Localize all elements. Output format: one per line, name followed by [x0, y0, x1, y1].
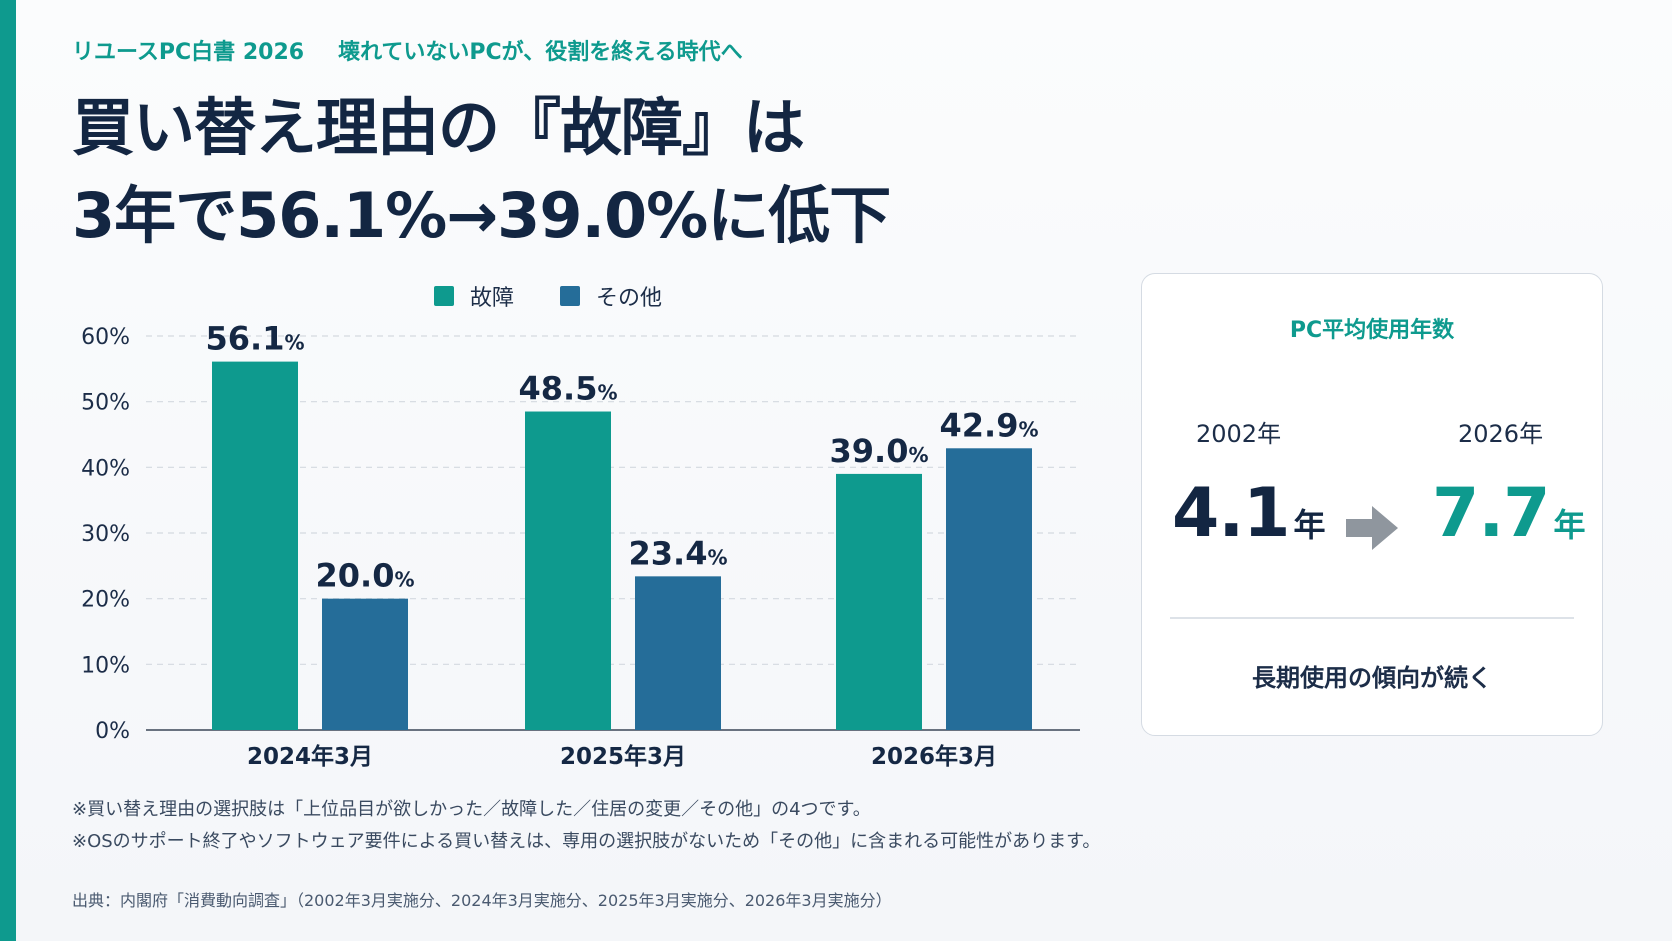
kicker-tagline: 壊れていないPCが、役割を終える時代へ — [338, 40, 743, 65]
footnote-2: ※OSのサポート終了やソフトウェア要件による買い替えは、専用の選択肢がないため「… — [72, 831, 1101, 852]
arrow-right-icon — [1346, 506, 1398, 550]
headline-line-2: 3年で56.1%→39.0%に低下 — [72, 179, 891, 252]
x-tick-label: 2024年3月 — [247, 743, 373, 770]
accent-bar — [0, 0, 16, 941]
bar-value-label: 39.0% — [830, 432, 929, 470]
bar-value-label: 23.4% — [629, 534, 728, 572]
source-citation: 出典：内閣府「消費動向調査」（2002年3月実施分、2024年3月実施分、202… — [72, 891, 892, 910]
bar-breakdown — [212, 361, 298, 730]
kpi-from-number: 4.1 — [1172, 474, 1290, 553]
bar-other — [322, 598, 408, 730]
headline-line-1: 買い替え理由の『故障』は — [72, 91, 805, 164]
kpi-from-unit: 年 — [1293, 506, 1326, 544]
kpi-to-unit: 年 — [1553, 506, 1586, 544]
headline: 買い替え理由の『故障』は 3年で56.1%→39.0%に低下 — [72, 84, 891, 260]
bar-other — [946, 448, 1032, 730]
y-tick-label: 40% — [81, 456, 130, 481]
bar-breakdown — [525, 411, 611, 730]
chart-legend: 故障 その他 — [434, 280, 708, 312]
bar-other — [635, 576, 721, 730]
bar-value-label: 56.1% — [206, 320, 305, 358]
legend-label-other: その他 — [596, 286, 663, 311]
kpi-from-value: 4.1 年 — [1172, 474, 1325, 553]
legend-swatch-other — [560, 286, 581, 306]
bar-value-label: 48.5% — [519, 370, 618, 408]
bar-breakdown — [836, 473, 922, 730]
kpi-card: PC平均使用年数 2002年 2026年 4.1 年 7.7 年 長期使用の傾向が続… — [1141, 273, 1603, 736]
kpi-title: PC平均使用年数 — [1289, 318, 1455, 343]
kicker-publication: リユースPC白書 2026 — [72, 40, 305, 65]
legend-item-breakdown: 故障 — [434, 280, 514, 312]
y-tick-label: 10% — [81, 653, 130, 678]
bar-chart: 0% 10% 20% 30% 40% 50% 60% 56.1% 20.0% 2024年3月 48.… — [81, 320, 1080, 770]
y-tick-label: 20% — [81, 588, 130, 613]
kpi-note: 長期使用の傾向が続く — [1252, 664, 1492, 692]
kpi-to-year: 2026年 — [1458, 420, 1544, 448]
y-tick-label: 50% — [81, 391, 130, 416]
legend-item-other: その他 — [560, 280, 662, 312]
y-tick-label: 0% — [95, 719, 130, 744]
y-tick-label: 60% — [81, 325, 130, 350]
x-tick-label: 2026年3月 — [871, 743, 997, 770]
footnote-1: ※買い替え理由の選択肢は「上位品目が欲しかった／故障した／住居の変更／その他」の… — [72, 799, 871, 820]
kpi-from-year: 2002年 — [1196, 420, 1282, 448]
x-tick-label: 2025年3月 — [560, 743, 686, 770]
bar-value-label: 42.9% — [940, 406, 1039, 444]
kpi-to-number: 7.7 — [1432, 474, 1550, 553]
y-tick-label: 30% — [81, 522, 130, 547]
bar-value-label: 20.0% — [316, 557, 415, 595]
kicker: リユースPC白書 2026 壊れていないPCが、役割を終える時代へ — [72, 34, 743, 66]
kpi-to-value: 7.7 年 — [1432, 474, 1585, 553]
legend-swatch-breakdown — [434, 286, 454, 306]
legend-label-breakdown: 故障 — [470, 286, 515, 311]
kpi-divider — [1170, 617, 1574, 619]
